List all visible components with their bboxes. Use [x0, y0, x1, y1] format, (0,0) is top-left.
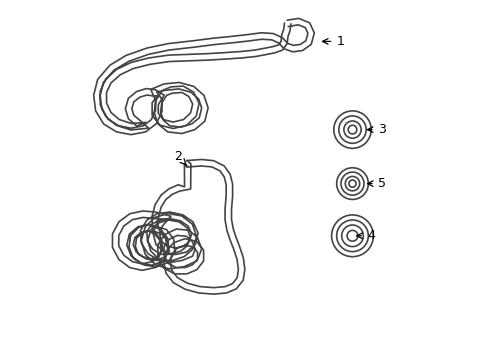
- Text: 3: 3: [366, 123, 385, 136]
- Text: 2: 2: [174, 150, 186, 166]
- Text: 4: 4: [356, 229, 374, 242]
- Text: 1: 1: [322, 35, 344, 48]
- Text: 5: 5: [366, 177, 385, 190]
